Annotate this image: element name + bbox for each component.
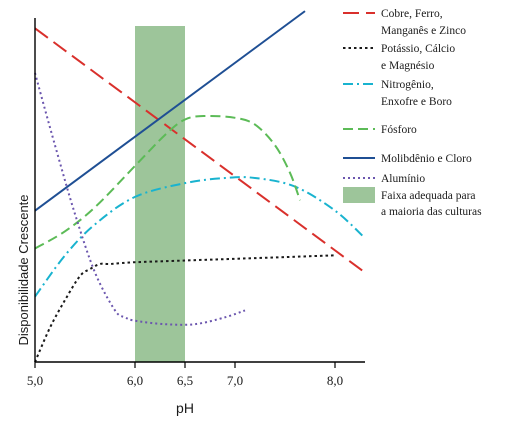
series-line-aluminio [34,72,246,326]
suitable-ph-band [135,26,185,362]
legend-label-potassio-calcio-e-magnesio: e Magnésio [381,60,435,72]
legend-label-suitable-ph-band: a maioria das culturas [381,206,482,218]
legend-key-suitable-ph-band [343,187,375,203]
y-axis-label: Disponibilidade Crescente [16,194,31,345]
axes-layer: 5,0 6,0 6,5 7,0 8,0 pH Disponibilidade Crescen… [16,18,365,416]
band-layer [135,26,185,362]
legend-label-cobre-ferro-manganes-e-zinco: Manganês e Zinco [381,25,466,37]
series-line-cobre-ferro-manganes-e-zinco [34,27,366,274]
x-tick-label: 7,0 [227,373,243,388]
legend: Cobre, Ferro, Manganês e Zinco Potássio, C… [343,8,482,218]
legend-label-suitable-ph-band: Faixa adequada para [381,190,476,202]
series-line-potassio-calcio-e-magnesio [34,254,336,363]
legend-label-molibdenio-e-cloro: Molibdênio e Cloro [381,153,472,165]
legend-label-cobre-ferro-manganes-e-zinco: Cobre, Ferro, [381,8,443,20]
x-tick-label: 6,0 [127,373,143,388]
legend-label-aluminio: Alumínio [381,173,425,185]
x-tick-label: 6,5 [177,373,193,388]
x-tick-label: 5,0 [27,373,43,388]
legend-label-fosforo: Fósforo [381,124,417,136]
legend-label-potassio-calcio-e-magnesio: Potássio, Cálcio [381,43,455,55]
series-line-fosforo [34,114,301,250]
series-line-nitrogenio-enxofre-e-boro [34,176,366,298]
series-line-molibdenio-e-cloro [34,10,306,212]
legend-label-nitrogenio-enxofre-e-boro: Nitrogênio, [381,79,434,91]
legend-label-nitrogenio-enxofre-e-boro: Enxofre e Boro [381,96,452,108]
x-tick-label: 8,0 [327,373,343,388]
x-axis-label: pH [176,400,194,416]
series-layer [34,10,366,363]
